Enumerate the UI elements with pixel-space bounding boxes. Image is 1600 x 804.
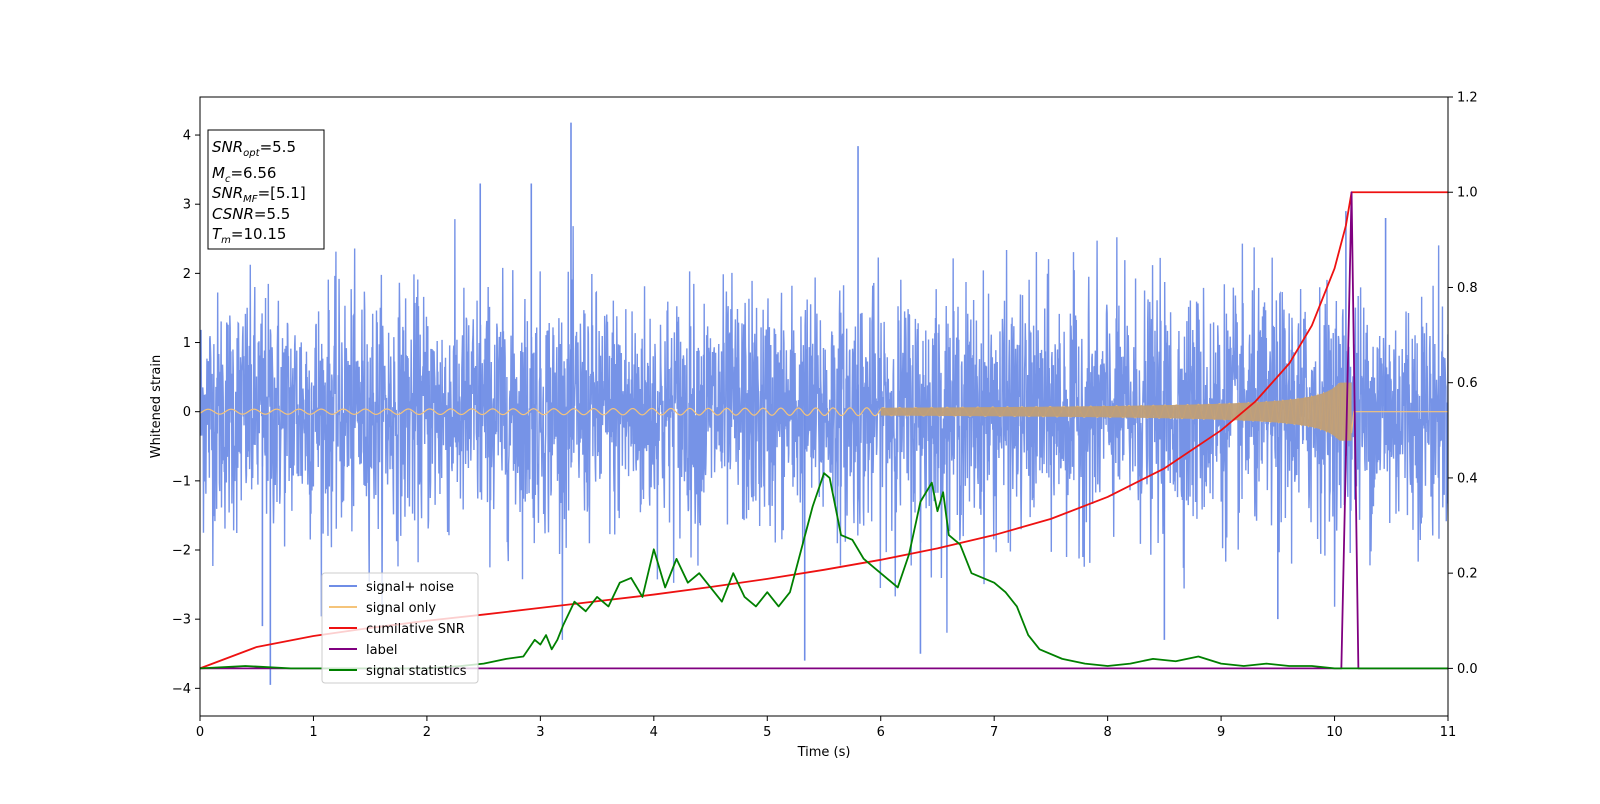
y-axis-label: Whitened strain bbox=[149, 355, 164, 458]
x-tick-label: 11 bbox=[1440, 725, 1457, 740]
x-tick-label: 1 bbox=[309, 725, 317, 740]
x-tick-label: 8 bbox=[1103, 725, 1111, 740]
y-tick-label: −1 bbox=[172, 474, 191, 489]
y-tick-label: 0 bbox=[183, 405, 191, 420]
x-tick-label: 10 bbox=[1326, 725, 1343, 740]
x-tick-label: 4 bbox=[650, 725, 658, 740]
y2-tick-label: 0.4 bbox=[1457, 471, 1478, 486]
y2-tick-label: 0.2 bbox=[1457, 567, 1478, 582]
legend-label: label bbox=[366, 643, 397, 658]
y-tick-label: −3 bbox=[172, 613, 191, 628]
info-box-frame bbox=[207, 129, 325, 250]
legend-label: signal statistics bbox=[366, 664, 467, 679]
y2-tick-label: 1.2 bbox=[1457, 91, 1478, 106]
info-line: SNRMF=[5.1] bbox=[212, 184, 306, 205]
series-signal-noise bbox=[200, 219, 1448, 640]
info-line: Mc=6.56 bbox=[212, 164, 276, 185]
y2-tick-label: 0.6 bbox=[1457, 376, 1478, 391]
series-signal-statistics bbox=[200, 472, 1448, 670]
info-line: Tm=10.15 bbox=[212, 225, 286, 246]
y2-tick-label: 0.8 bbox=[1457, 281, 1478, 296]
x-tick-label: 3 bbox=[536, 725, 544, 740]
signal-only-envelope bbox=[880, 382, 1352, 441]
x-tick-label: 9 bbox=[1217, 725, 1225, 740]
plot-frame bbox=[199, 96, 1449, 717]
axes-layer: 0 1 2 3 4 5 6 7 8 9 10 11 −4 −3 −2 −1 0 1 2 3 4 0.0 0.2 0.4 0.6 0… bbox=[149, 91, 1478, 761]
x-tick-label: 6 bbox=[877, 725, 885, 740]
y-tick-label: 3 bbox=[183, 198, 191, 213]
x-tick-label: 5 bbox=[763, 725, 771, 740]
info-line: SNRopt=5.5 bbox=[212, 138, 296, 159]
x-tick-label: 7 bbox=[990, 725, 998, 740]
y-tick-label: −2 bbox=[172, 544, 191, 559]
y2-tick-label: 0.0 bbox=[1457, 662, 1478, 677]
y-tick-label: 2 bbox=[183, 267, 191, 282]
x-tick-label: 0 bbox=[196, 725, 204, 740]
legend-label: signal only bbox=[366, 601, 436, 616]
legend: signal+ noise signal only cumilative SNR la… bbox=[321, 572, 479, 684]
y-tick-label: 4 bbox=[183, 129, 191, 144]
info-line: CSNR=5.5 bbox=[212, 205, 290, 223]
y2-tick-label: 1.0 bbox=[1457, 186, 1478, 201]
y-tick-label: −4 bbox=[172, 682, 191, 697]
legend-label: cumilative SNR bbox=[366, 622, 465, 637]
legend-frame bbox=[321, 572, 479, 684]
y-tick-label: 1 bbox=[183, 336, 191, 351]
x-tick-label: 2 bbox=[423, 725, 431, 740]
legend-label: signal+ noise bbox=[366, 580, 454, 595]
x-axis-label: Time (s) bbox=[797, 745, 851, 760]
